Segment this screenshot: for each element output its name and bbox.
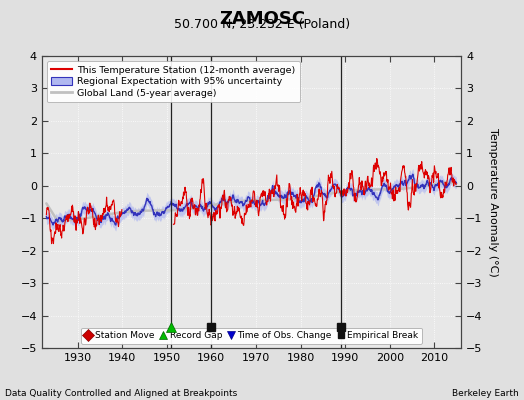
Text: ZAMOSC: ZAMOSC — [219, 10, 305, 28]
Text: Berkeley Earth: Berkeley Earth — [452, 389, 519, 398]
Text: 50.700 N, 23.232 E (Poland): 50.700 N, 23.232 E (Poland) — [174, 18, 350, 31]
Y-axis label: Temperature Anomaly (°C): Temperature Anomaly (°C) — [488, 128, 498, 276]
Text: Data Quality Controlled and Aligned at Breakpoints: Data Quality Controlled and Aligned at B… — [5, 389, 237, 398]
Legend: Station Move, Record Gap, Time of Obs. Change, Empirical Break: Station Move, Record Gap, Time of Obs. C… — [81, 328, 422, 344]
